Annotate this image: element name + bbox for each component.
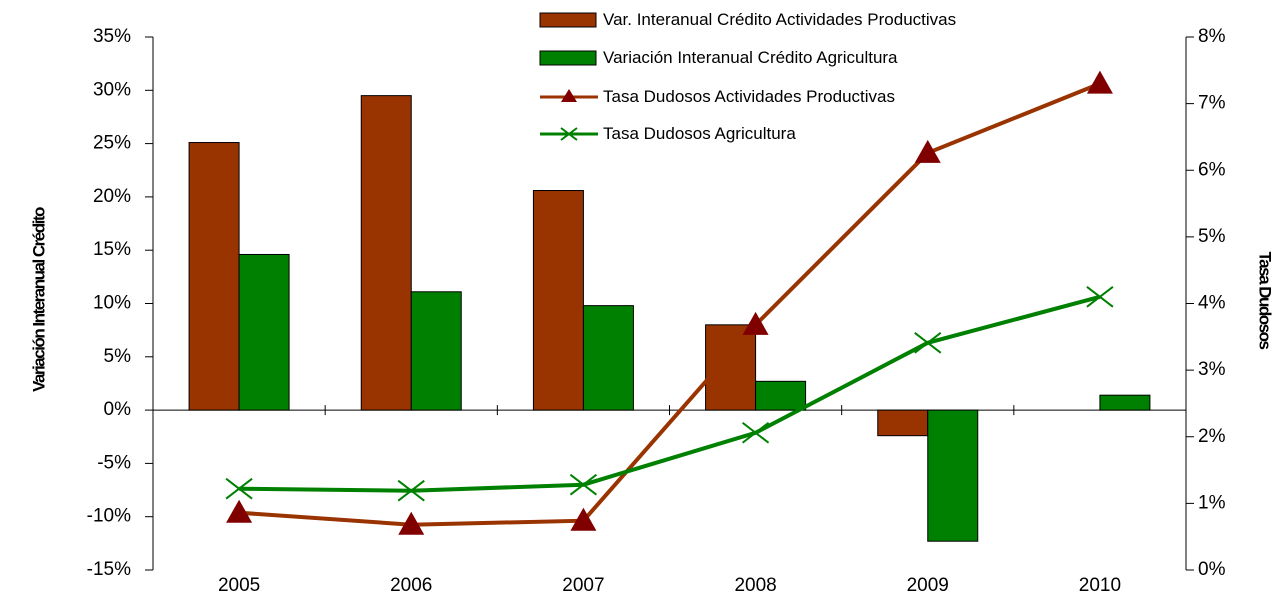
legend-marker — [560, 127, 578, 141]
x-tick-label: 2010 — [1079, 575, 1121, 596]
y-tick-label: 0% — [104, 399, 132, 420]
bar — [188, 142, 240, 411]
y2-axis-title: Tasa Dudosos — [1256, 252, 1275, 350]
y-tick-label: 30% — [93, 79, 131, 100]
bar — [410, 291, 462, 411]
marker — [570, 507, 597, 531]
y2-tick-label: 2% — [1198, 426, 1226, 447]
x-tick-label: 2008 — [734, 575, 776, 596]
line — [239, 294, 1101, 493]
y2-tick-label: 8% — [1198, 26, 1226, 47]
marker — [742, 311, 769, 335]
y-tick-label: -10% — [87, 506, 131, 527]
legend-swatch — [539, 12, 597, 28]
line — [238, 81, 1101, 527]
x-tick-label: 2006 — [390, 575, 432, 596]
y2-tick-label: 6% — [1198, 159, 1226, 180]
marker — [1086, 286, 1114, 308]
y-axis-title: Variación Interanual Crédito — [29, 207, 48, 392]
x-tick-label: 2007 — [562, 575, 604, 596]
legend-label: Var. Interanual Crédito Actividades Prod… — [603, 10, 957, 29]
bar — [238, 253, 290, 411]
bar — [532, 190, 584, 411]
marker — [398, 511, 425, 535]
y-tick-label: 5% — [104, 346, 132, 367]
y2-tick-label: 4% — [1198, 293, 1226, 314]
y-tick-label: -5% — [97, 452, 131, 473]
bar — [705, 324, 757, 411]
legend-label: Tasa Dudosos Actividades Productivas — [603, 87, 895, 106]
legend-marker — [561, 89, 577, 102]
bar — [1099, 394, 1151, 411]
x-tick-label: 2005 — [218, 575, 260, 596]
y2-tick-label: 7% — [1198, 93, 1226, 114]
bar — [360, 95, 412, 411]
marker — [569, 473, 598, 496]
marker — [1086, 70, 1113, 94]
marker — [225, 477, 253, 500]
y-tick-label: 25% — [93, 133, 131, 154]
y2-tick-label: 0% — [1198, 559, 1226, 580]
y-tick-label: 10% — [93, 293, 131, 314]
y2-tick-label: 3% — [1198, 359, 1226, 380]
marker — [226, 499, 253, 523]
y2-tick-label: 5% — [1198, 226, 1226, 247]
bar — [755, 380, 807, 411]
bar — [582, 305, 634, 411]
y-tick-label: -15% — [87, 559, 131, 580]
y2-tick-label: 1% — [1198, 492, 1226, 513]
bar — [877, 409, 929, 437]
marker — [914, 332, 942, 354]
x-tick-label: 2009 — [907, 575, 949, 596]
legend-swatch — [539, 50, 597, 66]
marker — [741, 421, 770, 444]
bar — [927, 409, 979, 542]
y-tick-label: 15% — [93, 239, 131, 260]
legend-label: Tasa Dudosos Agricultura — [603, 124, 796, 143]
legend-label: Variación Interanual Crédito Agricultura — [603, 48, 898, 67]
y-tick-label: 20% — [93, 186, 131, 207]
marker — [397, 479, 425, 502]
marker — [914, 139, 941, 163]
y-tick-label: 35% — [93, 26, 131, 47]
